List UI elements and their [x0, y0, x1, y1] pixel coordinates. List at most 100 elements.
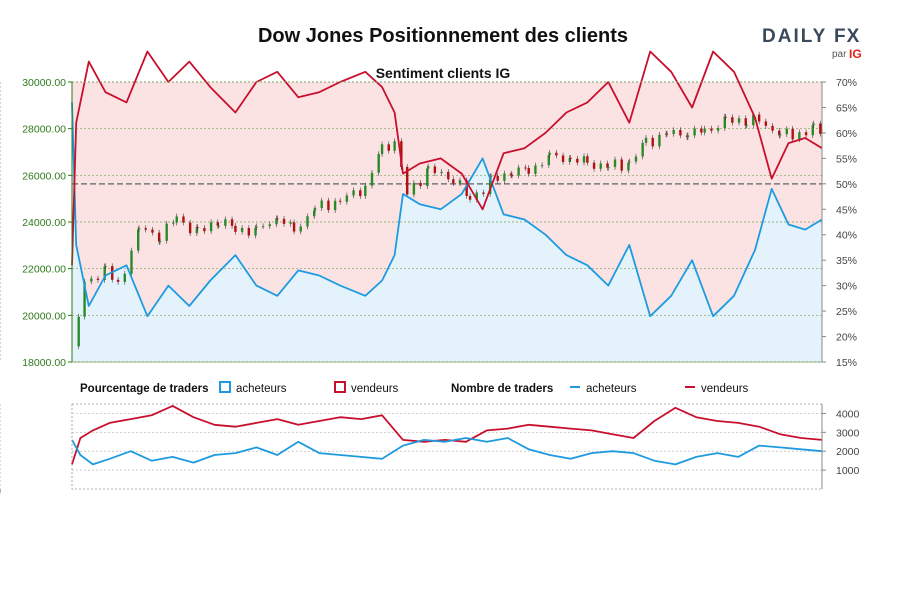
candle-body — [804, 132, 808, 136]
candle-body — [275, 218, 278, 225]
candle-body — [693, 128, 696, 136]
right-tick-label: 45% — [836, 204, 857, 216]
candle-body — [527, 167, 530, 174]
candle-body — [582, 156, 586, 163]
left-tick-label: 24000.00 — [22, 217, 66, 229]
candle-body — [785, 128, 789, 135]
candle-body — [172, 222, 175, 224]
candle-body — [299, 226, 302, 232]
candle-body — [752, 114, 755, 126]
candle-body — [137, 229, 140, 251]
legend-pct-buyers-swatch — [219, 381, 231, 393]
brand-ig-text: IG — [849, 47, 862, 61]
candle-body — [791, 128, 794, 140]
candle-body — [496, 175, 499, 181]
candle-body — [96, 278, 100, 280]
candle-body — [665, 133, 669, 135]
candle-body — [540, 165, 544, 167]
left-tick-label: 20000.00 — [22, 310, 66, 322]
low-panel-frame — [71, 403, 823, 490]
right-tick-label: 40% — [836, 230, 857, 242]
candle-body — [77, 316, 80, 347]
candle-body — [137, 228, 141, 230]
candle-body — [209, 222, 213, 232]
right-tick-label: 60% — [836, 128, 857, 140]
candle-body — [289, 222, 292, 224]
candle-body — [313, 208, 317, 211]
candle-body — [440, 171, 443, 174]
candle-body — [320, 200, 323, 209]
candle-body — [364, 185, 367, 197]
candle-body — [568, 157, 571, 163]
candle-body — [130, 250, 133, 274]
candle-body — [503, 173, 506, 181]
candle-body — [216, 222, 220, 226]
candle-body — [359, 190, 362, 197]
candle-body — [679, 129, 682, 136]
candle-body — [811, 125, 814, 136]
candle-body — [724, 116, 727, 118]
low-right-tick-label: 4000 — [836, 408, 860, 420]
candle-body — [627, 162, 630, 171]
candle-body — [182, 216, 185, 223]
candle-body — [83, 281, 86, 317]
low-right-tick-label: 3000 — [836, 427, 860, 439]
sellers-count-line — [71, 404, 823, 465]
left-tick-label: 18000.00 — [22, 357, 66, 369]
candle-body — [489, 175, 493, 177]
candle-body — [419, 182, 422, 187]
candle-body — [613, 159, 617, 167]
candle-body — [561, 155, 565, 163]
candle-body — [468, 196, 472, 200]
candle-body — [90, 278, 93, 282]
candle-body — [123, 273, 126, 282]
brand-par-text: par — [832, 49, 847, 60]
low-right-tick-label: 1000 — [836, 465, 860, 477]
candle-body — [658, 134, 661, 147]
candle-body — [465, 180, 468, 197]
candle-body — [644, 137, 648, 143]
candle-body — [268, 224, 271, 227]
buyers-count-line — [71, 437, 823, 466]
candle-body — [433, 166, 437, 174]
buyers-pct-line — [71, 102, 823, 318]
candle-body — [607, 166, 610, 168]
candle-body — [488, 176, 492, 194]
candle-body — [234, 225, 237, 232]
candle-body — [524, 167, 527, 169]
left-tick-label: 30000.00 — [22, 77, 66, 89]
candle-body — [634, 156, 638, 162]
candle-body — [700, 128, 703, 133]
candle-body — [247, 228, 251, 236]
legend-pct-sellers: vendeurs — [351, 383, 399, 395]
right-tick-label: 30% — [836, 281, 857, 293]
candle-body — [157, 232, 161, 242]
candle-body — [103, 266, 106, 280]
candle-body — [327, 200, 330, 211]
left-tick-label: 28000.00 — [22, 124, 66, 136]
candle-body — [203, 227, 206, 232]
candle-body — [158, 240, 162, 242]
candle-body — [555, 152, 558, 156]
right-tick-label: 65% — [836, 102, 857, 114]
right-tick-label: 20% — [836, 332, 857, 344]
candle-body — [458, 180, 462, 184]
candle-body — [116, 279, 120, 282]
candle-body — [510, 175, 514, 177]
candle-body — [620, 159, 623, 171]
candle-body — [731, 117, 734, 123]
right-tick-label: 70% — [836, 77, 857, 89]
candle-body — [338, 200, 342, 202]
candle-body — [745, 125, 748, 127]
low-right-tick-label: 2000 — [836, 446, 860, 458]
candle-body — [230, 219, 234, 226]
candle-body — [412, 182, 416, 195]
candle-body — [606, 163, 609, 168]
candle-body — [737, 118, 741, 123]
candle-body — [771, 125, 774, 131]
left-tick-label: 26000.00 — [22, 170, 66, 182]
legend-num-buyers: acheteurs — [586, 383, 637, 395]
candle-body — [151, 229, 154, 233]
candle-body — [352, 190, 355, 196]
candle-body — [778, 134, 782, 136]
